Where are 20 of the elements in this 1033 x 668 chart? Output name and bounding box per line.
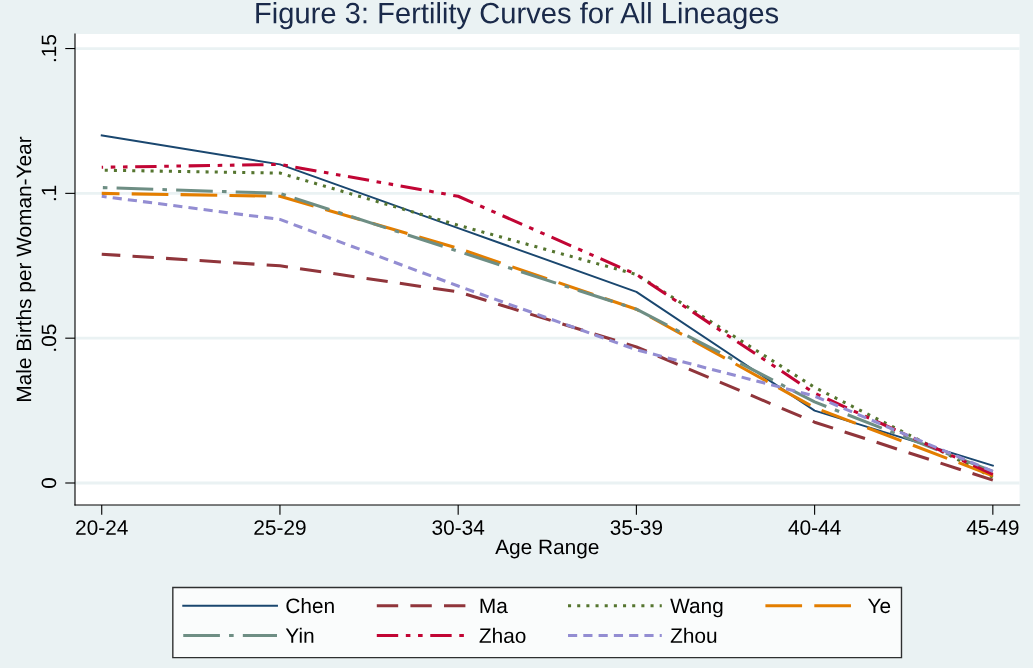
y-axis-title: Male Births per Woman-Year [16, 136, 36, 401]
x-tick-label: 35-39 [610, 520, 663, 535]
y-tick-label: .1 [41, 185, 57, 201]
y-tick-label: .05 [41, 324, 57, 351]
x-tick-label: 45-49 [966, 520, 1019, 535]
legend-label: Zhou [670, 627, 717, 644]
legend-label: Yin [285, 627, 314, 643]
legend-label: Ye [867, 598, 891, 614]
x-tick-label: 40-44 [788, 520, 841, 535]
legend-label: Zhao [479, 627, 526, 644]
x-tick-label: 20-24 [76, 520, 128, 535]
y-tick-label: .15 [41, 34, 57, 62]
legend-label: Chen [286, 597, 334, 614]
y-tick-label: 0 [41, 478, 57, 488]
legend-label: Ma [480, 598, 508, 614]
chart-title: Figure 3: Fertility Curves for All Lineages [256, 2, 779, 30]
x-tick-label: 25-29 [254, 520, 306, 535]
legend-label: Wang [670, 598, 723, 618]
x-tick-label: 30-34 [432, 520, 485, 535]
x-axis-title: Age Range [495, 539, 599, 559]
